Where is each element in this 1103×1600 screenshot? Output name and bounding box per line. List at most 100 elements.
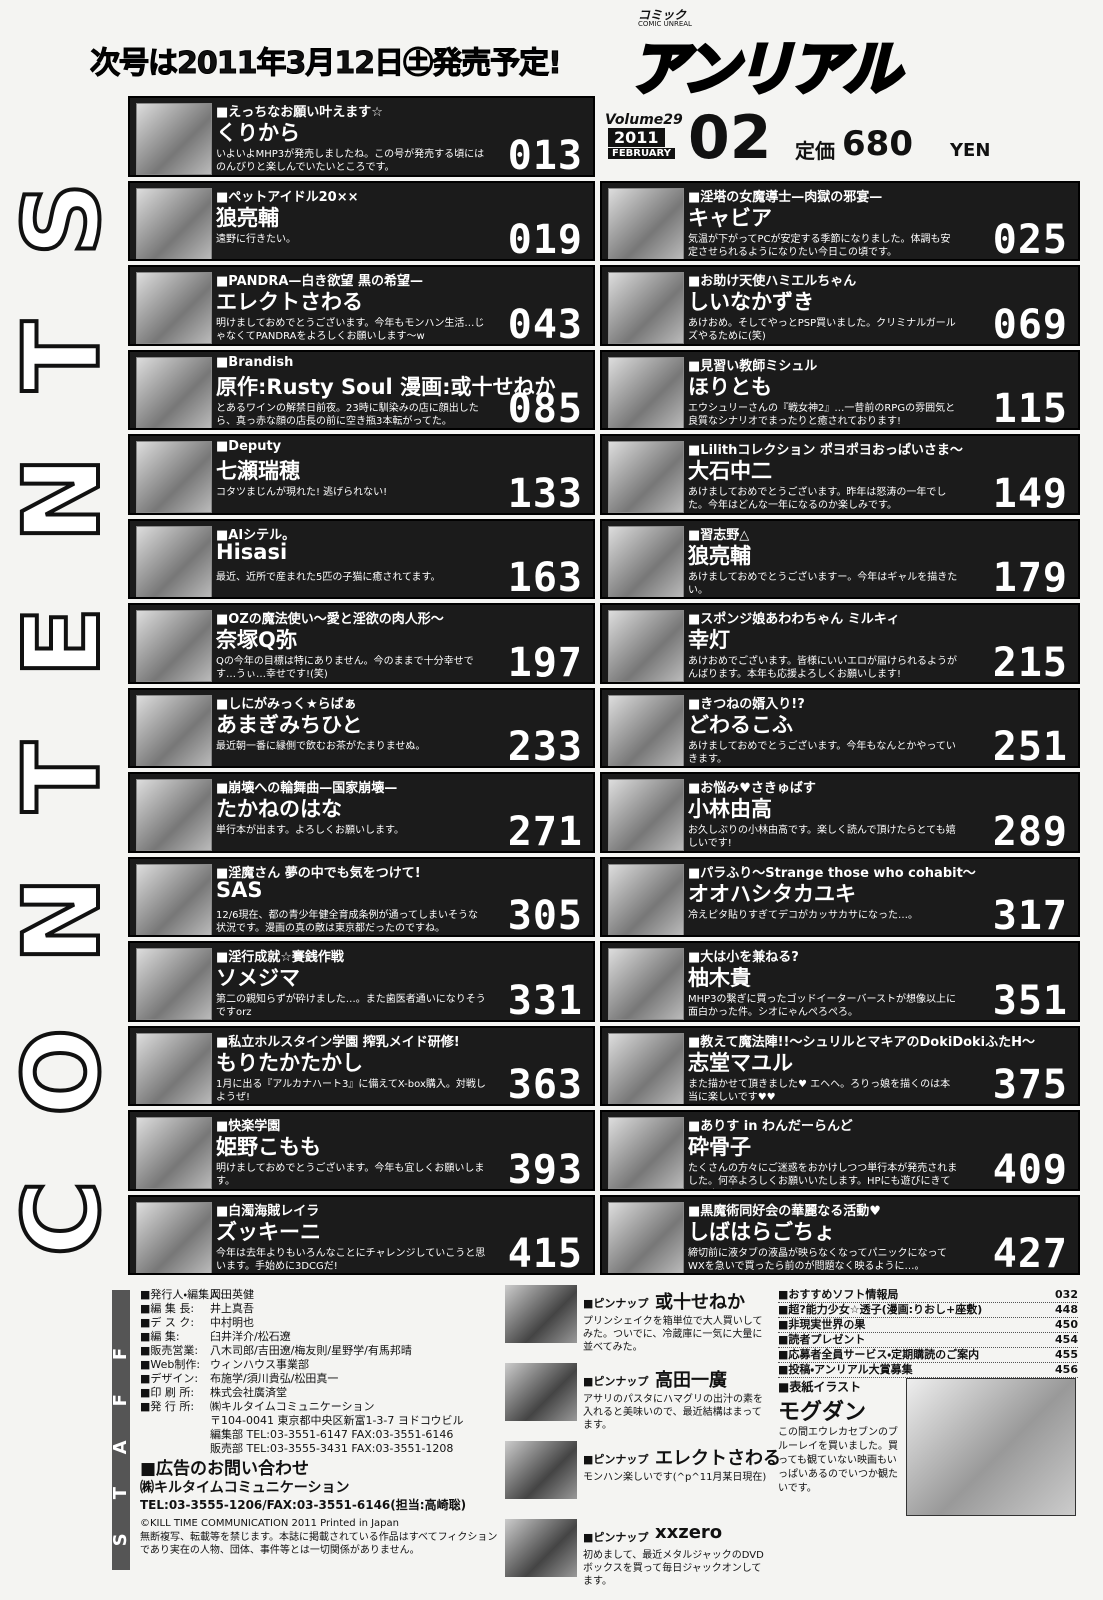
- thumbnail: [136, 441, 212, 513]
- pinup-comment: プリンシェイクを箱単位で大人買いしてみた。ついでに、冷蔵庫に一気に大量に並べてみ…: [583, 1316, 763, 1353]
- index-row: ■おすすめソフト情報局 032: [778, 1288, 1078, 1303]
- contents-entry: ■Brandish 原作:Rusty Soul 漫画:或十せねか とあるワインの解禁…: [128, 349, 595, 430]
- cover-author: モグダン: [778, 1400, 867, 1425]
- pinup-author: xxzero: [655, 1522, 723, 1543]
- series-title: ■スポンジ娘あわわちゃん ミルキィ: [688, 612, 900, 627]
- author: ソメジマ: [216, 966, 300, 990]
- staff-row: ■発行人・編集人: 岡田英健: [140, 1288, 500, 1302]
- page-number: 043: [507, 301, 583, 346]
- page-number: 133: [507, 470, 583, 515]
- series-title: ■私立ホルスタイン学園 搾乳メイド研修!: [216, 1034, 460, 1050]
- series-title: ■教えて魔法陣!!〜シュリルとマキアのDokiDokiふたH〜: [688, 1034, 1036, 1050]
- series-title: ■崩壊への輪舞曲—国家崩壊—: [216, 781, 398, 796]
- pinup-image: [505, 1363, 577, 1421]
- author: どわるこふ: [688, 712, 793, 737]
- cover-comment: この間エウレカセブンのブルーレイを買いました。買っても観ていない映画もいっぱいあ…: [778, 1427, 898, 1494]
- staff-name: ㈱キルタイムコミュニケーション: [210, 1400, 375, 1413]
- page-number: 409: [992, 1146, 1068, 1191]
- page-number: 069: [992, 301, 1068, 346]
- staff-row: ■デ ス ク: 中村明也: [140, 1316, 500, 1330]
- contents-entry: ■PANDRA—白き欲望 黒の希望— エレクトさわる 明けましておめでとうございます…: [128, 265, 595, 346]
- comment: あけましておめでとうございます。昨年は怒涛の一年でした。今年はどんな一年になるの…: [688, 487, 947, 511]
- comment: 単行本が出ます。よろしくお願いします。: [216, 825, 404, 836]
- ad-company: ㈱キルタイムコミュニケーション: [140, 1480, 350, 1496]
- contents-entry: ■黒魔術同好会の華麗なる活動♥ しばはらごちょ 締切前に液タブの液晶が映らなくなって…: [600, 1194, 1080, 1275]
- series-title: ■きつねの婿入り!?: [688, 696, 805, 712]
- copyright: ©KILL TIME COMMUNICATION 2011 Printed in…: [140, 1518, 399, 1529]
- comment: 最近、近所で産まれた5匹の子猫に癒されてます。: [216, 571, 441, 583]
- series-title: ■しにがみっく★らばぁ: [216, 696, 357, 712]
- index-title: ■おすすめソフト情報局: [778, 1288, 899, 1301]
- pinup-label: ■ピンナップ: [583, 1297, 649, 1310]
- contents-entry: ■崩壊への輪舞曲—国家崩壊— たかねのはな単行本が出ます。よろしくお願いします。 2…: [128, 772, 595, 853]
- series-title: ■淫魔さん 夢の中でも気をつけて!: [216, 865, 421, 881]
- pinups: ■ピンナップ 或十せねか プリンシェイクを箱単位で大人買いしてみた。ついでに、冷蔵庫…: [505, 1285, 781, 1595]
- contents-entry: ■習志野△ 狼亮輔 あけましておめでとうございますー。今年はギャルを描きたい。 179: [600, 518, 1080, 599]
- staff-row: ■デザイン: 布施学/須川貴弘/松田真一: [140, 1372, 500, 1386]
- page-number: 317: [992, 893, 1068, 937]
- contents-entry: ■白濁海賊レイラ ズッキーニ 今年は去年よりもいろんなことにチャレンジしていこうと思…: [128, 1194, 595, 1275]
- page-number: 271: [507, 808, 583, 853]
- thumbnail: [608, 356, 684, 429]
- staff-role: ■発 行 所:: [140, 1400, 195, 1413]
- contents-entry: ■淫行成就☆賽銭作戦 ソメジマ 第二の親知らずが砕けました…。また歯医者通いになりそ…: [128, 941, 595, 1022]
- page-number: 251: [992, 724, 1068, 768]
- index-row: ■超?能力少女☆透子(漫画:りおし+座敷) 448: [778, 1303, 1078, 1318]
- author: オオハシタカユキ: [688, 881, 856, 906]
- contents-entry: ■Lilithコレクション ポヨポヨおっぱいさま〜 大石中二 あけましておめでとうご…: [600, 434, 1080, 515]
- index: ■おすすめソフト情報局 032 ■超?能力少女☆透子(漫画:りおし+座敷) 448 ■非…: [778, 1288, 1078, 1378]
- author: 原作:Rusty Soul 漫画:或十せねか: [216, 374, 556, 399]
- thumbnail: [136, 948, 212, 1020]
- pinup-label: ■ピンナップ: [583, 1453, 649, 1466]
- cover-credit: ■表紙イラスト モグダン この間エウレカセブンのブルーレイを買いました。買っても…: [778, 1378, 1078, 1518]
- author: しいなかずき: [688, 290, 814, 314]
- thumbnail: [608, 610, 684, 682]
- staff-name: 井上真吾: [210, 1302, 254, 1315]
- comment: たくさんの方々にご迷惑をおかけしつつ単行本が発売されました。何卒よろしくお願いい…: [688, 1163, 958, 1187]
- staff-role: ■編 集 長:: [140, 1302, 195, 1315]
- comment: エウシュリーさんの『戦女神2』…一昔前のRPGの雰囲気と良質なシナリオでまったり…: [688, 402, 956, 427]
- author: SAS: [216, 877, 263, 902]
- contents-entry: ■お悩み♥さきゅばす 小林由高 お久しぶりの小林由高です。楽しく読んで頂けたらとても…: [600, 772, 1080, 853]
- staff-name: ウィンハウス事業部: [210, 1358, 309, 1371]
- contents-entry: ■淫魔さん 夢の中でも気をつけて! SAS 12/6現在、都の青少年健全育成条例が通…: [128, 856, 595, 937]
- thumbnail: [608, 779, 684, 851]
- author: 奈塚Q弥: [216, 628, 297, 652]
- pinup-comment: モンハン楽しいです(^p^11月某日現在): [583, 1472, 767, 1483]
- contents-entry: ■きつねの婿入り!? どわるこふ あけましておめでとうございます。今年もなんとかやっ…: [600, 687, 1080, 768]
- contents-entry: ■大は小を兼ねる? 柚木貴 MHP3の繋ぎに買ったゴッドイーターバーストが想像以上に…: [600, 941, 1080, 1022]
- page-number: 149: [992, 470, 1068, 515]
- staff-name: 布施学/須川貴弘/松田真一: [210, 1372, 339, 1385]
- index-row: ■応募者全員サービス・定期購読のご案内 455: [778, 1348, 1078, 1363]
- pinup-author: 或十せねか: [655, 1292, 745, 1313]
- pinup: ■ピンナップ xxzero 初めまして、最近メタルジャックのDVDボックスを買って毎…: [505, 1519, 770, 1593]
- price-unit: YEN: [950, 140, 991, 161]
- contents-entry: ■しにがみっく★らばぁ あまぎみちひと 最近朝一番に縁側で飲むお茶がたまりませぬ。 2…: [128, 687, 595, 768]
- series-title: ■Lilithコレクション ポヨポヨおっぱいさま〜: [688, 443, 963, 458]
- staff-row: ■Web制作: ウィンハウス事業部: [140, 1358, 500, 1372]
- author: 小林由高: [688, 797, 772, 821]
- author: たかねのはな: [216, 797, 342, 821]
- author: 砕骨子: [688, 1135, 751, 1159]
- index-title: ■超?能力少女☆透子(漫画:りおし+座敷): [778, 1303, 983, 1316]
- series-title: ■えっちなお願い叶えます☆: [216, 105, 383, 120]
- author: エレクトさわる: [216, 290, 363, 314]
- thumbnail: [608, 272, 684, 344]
- staff-row: ■編 集: 臼井洋介/松石遼: [140, 1330, 500, 1344]
- page-number: 085: [507, 386, 583, 430]
- price-label: 定価: [795, 139, 835, 163]
- thumbnail: [608, 1117, 684, 1189]
- index-page: 032: [1055, 1288, 1078, 1301]
- year: 2011: [608, 128, 665, 147]
- series-title: ■Deputy: [216, 439, 282, 454]
- staff-role: ■デ ス ク:: [140, 1316, 195, 1329]
- index-page: 450: [1055, 1318, 1078, 1331]
- index-row: ■非現実世界の果 450: [778, 1318, 1078, 1333]
- author: 狼亮輔: [688, 543, 751, 568]
- logo-title: アンリアル: [628, 33, 903, 105]
- comment: いよいよMHP3が発売しましたね。この号が発売する頃にはのんびりと楽しんでいたい…: [216, 149, 485, 173]
- pinup: ■ピンナップ 高田一廣 アサリのパスタにハマグリの出汁の素を入れると美味いので、最近…: [505, 1363, 770, 1437]
- staff-role: ■デザイン:: [140, 1372, 199, 1385]
- staff-name: 中村明也: [210, 1316, 254, 1329]
- contents-entry: ■お助け天使ハミエルちゃん しいなかずき あけおめ。そしてやっとPSP買いました。ク…: [600, 265, 1080, 346]
